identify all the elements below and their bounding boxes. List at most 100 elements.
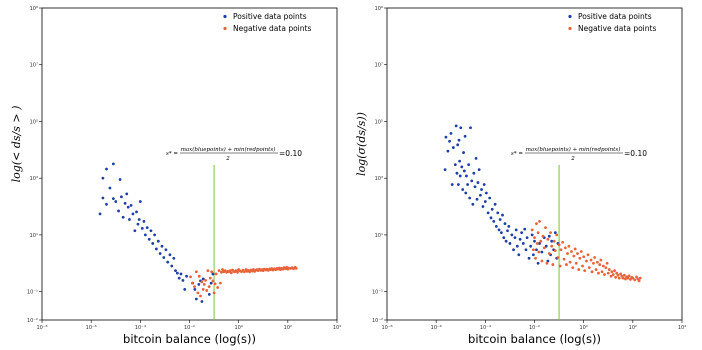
data-point: [480, 188, 483, 191]
y-tick-label: 10¹: [375, 233, 383, 239]
data-point: [598, 263, 602, 266]
data-point: [626, 276, 630, 280]
y-tick-label: 10³: [30, 176, 38, 182]
data-point: [589, 258, 593, 262]
data-point: [600, 270, 604, 274]
data-point: [210, 270, 214, 274]
data-point: [606, 271, 610, 275]
data-point: [105, 202, 108, 206]
data-point: [562, 257, 566, 261]
data-point: [508, 242, 512, 245]
data-point: [525, 236, 529, 240]
data-point: [613, 269, 616, 273]
data-point: [615, 271, 619, 275]
data-point: [162, 256, 166, 259]
data-point: [135, 210, 138, 214]
data-point: [529, 244, 533, 248]
data-point: [474, 156, 478, 160]
data-point: [118, 178, 122, 181]
data-point: [137, 218, 141, 221]
data-point: [158, 252, 162, 255]
legend-marker: [223, 14, 227, 19]
legend-label: Positive data points: [233, 12, 307, 21]
data-point: [145, 226, 149, 230]
data-point: [538, 242, 541, 245]
data-point: [208, 276, 212, 280]
data-point: [128, 218, 131, 221]
data-point: [609, 274, 613, 278]
data-point: [213, 282, 217, 286]
data-point: [607, 268, 611, 271]
data-point: [566, 252, 569, 255]
data-point: [101, 176, 105, 180]
y-axis-label: log(σ(ds/s)): [355, 112, 368, 176]
y-tick-label: 10⁷: [30, 63, 38, 69]
data-point: [533, 236, 536, 240]
data-point: [483, 200, 487, 203]
data-point: [140, 226, 144, 230]
data-point: [527, 256, 531, 260]
data-point: [453, 163, 457, 167]
data-point: [531, 248, 535, 252]
annotation-value: =0.10: [624, 149, 647, 158]
data-point: [136, 222, 140, 226]
data-point: [154, 247, 158, 251]
data-point: [514, 228, 518, 232]
data-point: [200, 280, 204, 284]
data-point: [211, 279, 215, 283]
data-point: [220, 270, 223, 274]
chart-panel-2: 10⁻⁸ 10⁻⁶ 10⁻⁴ 10⁻² 10⁰ 10² 10⁴ 10⁻² 10⁻¹ 10¹ 10³ 1…: [355, 6, 686, 346]
data-point: [108, 186, 112, 190]
data-point: [597, 271, 600, 275]
chart-panel-1: 10⁻⁸ 10⁻⁶ 10⁻⁴ 10⁻² 10⁰ 10² 10⁴ 10⁻² 10⁻¹ 10¹ 10³ 1…: [10, 6, 341, 346]
data-point: [126, 205, 130, 209]
data-point: [622, 273, 626, 277]
data-point: [177, 276, 181, 280]
y-axis-label: log(< ds/s > ): [10, 106, 23, 183]
data-point: [605, 261, 609, 265]
data-point: [464, 191, 468, 195]
data-point: [631, 276, 635, 280]
data-point: [475, 197, 479, 201]
data-point: [212, 291, 216, 295]
data-point: [193, 287, 197, 291]
data-point: [590, 270, 594, 274]
data-point: [611, 273, 615, 276]
data-point: [581, 264, 584, 268]
y-tick-label: 10⁻²: [372, 318, 383, 324]
y-tick-label: 10³: [375, 176, 383, 182]
data-point: [544, 226, 547, 230]
data-point: [448, 139, 451, 143]
annotation-numerator: max(bluepoints) + min(redpoints): [526, 146, 621, 153]
x-tick-label: 10⁴: [333, 325, 341, 331]
data-point: [98, 212, 102, 216]
data-point: [561, 240, 565, 244]
data-point: [133, 229, 137, 233]
data-point: [541, 234, 545, 238]
x-tick-label: 10⁻⁴: [480, 325, 491, 331]
data-point: [610, 270, 614, 274]
data-point: [131, 212, 135, 216]
data-point: [570, 250, 573, 253]
data-point: [456, 143, 460, 147]
data-point: [166, 260, 170, 264]
data-point: [557, 243, 561, 247]
data-point: [456, 183, 460, 186]
data-point: [604, 266, 608, 270]
legend-marker: [223, 26, 227, 31]
x-tick-label: 10⁻⁶: [86, 325, 97, 331]
data-point: [450, 183, 454, 186]
data-point: [572, 254, 576, 258]
data-point: [236, 270, 239, 274]
data-point: [468, 196, 472, 200]
data-point: [164, 248, 168, 252]
data-point: [462, 151, 465, 154]
x-tick-label: 10⁻⁶: [431, 325, 442, 331]
data-point: [544, 244, 548, 248]
data-point: [179, 272, 183, 276]
data-point: [204, 278, 207, 282]
data-point: [481, 205, 485, 208]
data-point: [556, 256, 560, 259]
data-point: [571, 266, 575, 270]
data-point: [489, 216, 493, 220]
